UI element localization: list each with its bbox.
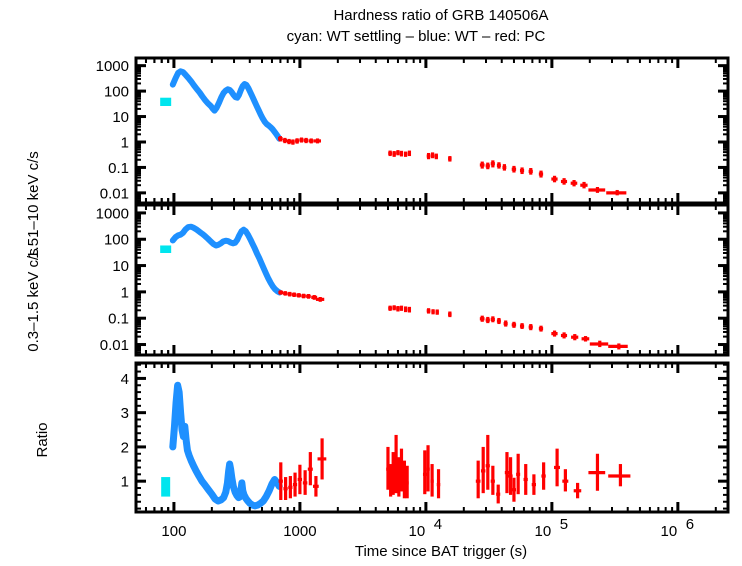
series-pc	[277, 136, 627, 196]
y-tick-label: 3	[121, 405, 129, 422]
panel-ratio: 1 2 3 4	[121, 361, 730, 514]
panel-soft_band: 1000 100 10 1 0.1 0.01	[96, 203, 730, 357]
y-tick-label: 0.1	[108, 160, 129, 177]
svg-text:10: 10	[661, 523, 678, 540]
svg-text:10: 10	[535, 523, 552, 540]
svg-text:10: 10	[409, 523, 426, 540]
panel-hard_band: 1000 100 10 1 0.1 0.01	[96, 56, 730, 205]
svg-text:4: 4	[434, 516, 442, 533]
series-pc	[278, 290, 628, 350]
wt-track	[169, 381, 283, 510]
y-tick-label: 1	[121, 284, 129, 301]
x-tick-label: 10 5	[535, 516, 569, 540]
panel-data-ratio	[161, 381, 631, 510]
wt-track	[169, 223, 283, 296]
y-tick-label: 0.01	[100, 185, 129, 202]
y-tick-label: 1000	[96, 205, 129, 222]
y-tick-label: 1	[121, 474, 129, 491]
series-wt	[169, 381, 283, 510]
page-title: Hardness ratio of GRB 140506A	[333, 7, 548, 24]
y-tick-label: 1	[121, 134, 129, 151]
x-axis-label: Time since BAT trigger (s)	[355, 543, 527, 560]
svg-text:5: 5	[560, 516, 568, 533]
panels-layer: 10001001010.10.0110001001010.10.01123410…	[96, 56, 730, 540]
series-wt	[169, 68, 283, 142]
y-tick-label: 100	[104, 84, 129, 101]
y-tick-label: 100	[104, 232, 129, 249]
series-pc	[278, 434, 631, 504]
y-tick-label: 2	[121, 439, 129, 456]
y-axis-label-soft: 0.3–1.5 keV c/s	[25, 248, 42, 351]
y-tick-label: 4	[121, 371, 129, 388]
x-tick-label: 10 4	[409, 516, 443, 540]
legend-subtitle: cyan: WT settling – blue: WT – red: PC	[287, 28, 546, 45]
y-tick-label: 10	[112, 258, 129, 275]
wt-track	[169, 68, 283, 142]
panel-data-hard_band	[160, 68, 627, 196]
svg-text:6: 6	[686, 516, 694, 533]
y-axis-label-ratio: Ratio	[34, 422, 51, 457]
y-axis-label-hard: 1.51–10 keV c/s	[25, 151, 42, 259]
y-tick-label: 1000	[96, 58, 129, 75]
y-tick-label: 10	[112, 109, 129, 126]
panel-frame	[134, 361, 730, 514]
svg-text:1000: 1000	[283, 523, 316, 540]
panel-data-soft_band	[160, 223, 628, 350]
y-tick-label: 0.1	[108, 311, 129, 328]
svg-text:100: 100	[161, 523, 186, 540]
x-tick-label: 100	[161, 523, 186, 540]
series-wt	[169, 223, 283, 296]
x-tick-label: 1000	[283, 523, 316, 540]
x-tick-label: 10 6	[661, 516, 695, 540]
y-tick-label: 0.01	[100, 337, 129, 354]
